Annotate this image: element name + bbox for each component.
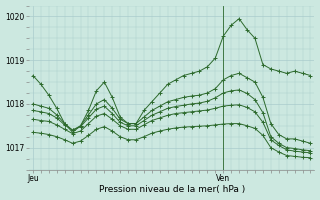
X-axis label: Pression niveau de la mer( hPa ): Pression niveau de la mer( hPa ) xyxy=(99,185,245,194)
